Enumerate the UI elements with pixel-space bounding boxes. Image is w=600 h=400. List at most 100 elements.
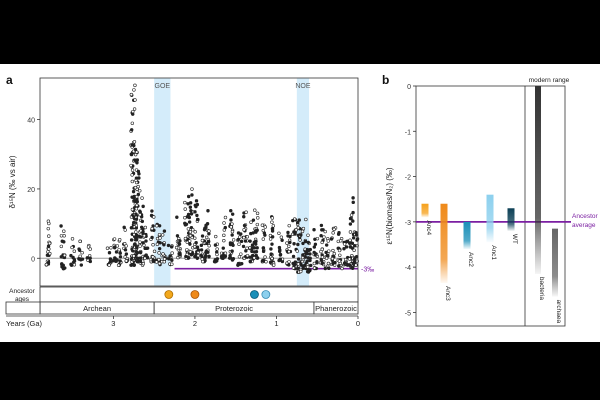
data-point (134, 207, 139, 211)
data-point (351, 196, 355, 200)
data-point (242, 235, 246, 240)
data-point (196, 253, 200, 258)
data-point (206, 209, 210, 213)
data-point (315, 260, 319, 264)
bar (463, 221, 471, 250)
data-point (88, 259, 92, 264)
x-tick-label: 3 (111, 319, 115, 328)
data-point (351, 219, 355, 223)
data-point (151, 243, 155, 247)
data-point (271, 224, 276, 228)
data-point (139, 225, 144, 229)
data-point (268, 260, 273, 265)
data-point (300, 264, 305, 268)
data-point (136, 192, 141, 197)
data-point (230, 249, 234, 253)
data-point (264, 259, 268, 264)
y-tick-label: 20 (27, 187, 35, 194)
data-point (130, 179, 135, 184)
data-point (183, 216, 187, 220)
data-point (291, 254, 296, 259)
data-point (343, 261, 347, 265)
data-point (254, 249, 259, 254)
data-point (312, 245, 317, 249)
data-point (132, 263, 136, 267)
data-point (308, 252, 312, 256)
data-point (305, 269, 310, 274)
data-point (86, 245, 91, 249)
data-point (342, 247, 346, 251)
data-point (123, 228, 127, 232)
data-point (170, 262, 174, 266)
bars: Anc4 Anc3 Anc2 Anc1 WT bacteria archaea (421, 86, 562, 323)
data-point (324, 250, 328, 255)
data-point (69, 262, 73, 267)
data-point (312, 228, 316, 232)
bar-label: Anc1 (490, 245, 497, 260)
data-point (195, 245, 200, 249)
data-point (278, 257, 282, 261)
data-point (129, 128, 134, 132)
data-point (288, 240, 292, 245)
data-point (59, 234, 64, 238)
data-point (293, 260, 297, 264)
data-point (268, 237, 273, 241)
data-point (223, 225, 228, 230)
data-point (62, 240, 66, 244)
data-point (270, 226, 275, 231)
data-point (241, 244, 246, 249)
data-point (129, 163, 133, 168)
bar (507, 208, 515, 231)
data-point (329, 237, 334, 241)
data-point (332, 227, 336, 232)
data-point (141, 241, 145, 245)
data-point (337, 259, 342, 263)
data-point (305, 259, 309, 263)
data-point (133, 83, 137, 88)
data-point (324, 256, 329, 260)
bar-label: Anc2 (467, 252, 474, 267)
data-point (190, 193, 194, 197)
data-point (338, 253, 342, 257)
data-point (105, 246, 110, 250)
data-point (157, 232, 162, 237)
data-point (167, 257, 171, 261)
data-point (123, 248, 128, 252)
data-point (186, 256, 191, 260)
data-point (80, 250, 84, 255)
data-point (323, 229, 327, 234)
data-point (132, 88, 136, 92)
data-point (263, 233, 267, 237)
data-point (222, 233, 226, 238)
data-point (71, 255, 75, 260)
data-point (108, 257, 113, 261)
data-point (214, 234, 218, 239)
data-point (189, 209, 193, 213)
data-point (162, 229, 167, 233)
data-point (175, 215, 179, 219)
data-point (301, 226, 306, 231)
data-point (212, 259, 217, 264)
y-tick-label: 0 (31, 256, 35, 263)
data-point (162, 243, 166, 247)
data-point (348, 216, 353, 221)
data-point (296, 220, 300, 225)
data-point (238, 235, 242, 239)
data-point (150, 235, 154, 240)
data-point (157, 257, 161, 262)
y-tick-label: -4 (405, 265, 411, 272)
data-point (201, 259, 205, 264)
data-point (207, 229, 211, 233)
data-point (301, 241, 305, 246)
data-point (296, 257, 301, 261)
data-point (199, 253, 203, 258)
data-point (133, 152, 138, 157)
data-point (348, 238, 352, 242)
data-point (129, 152, 133, 156)
data-point (213, 243, 218, 247)
data-point (354, 230, 358, 235)
data-point (193, 210, 197, 214)
data-point (354, 255, 359, 259)
